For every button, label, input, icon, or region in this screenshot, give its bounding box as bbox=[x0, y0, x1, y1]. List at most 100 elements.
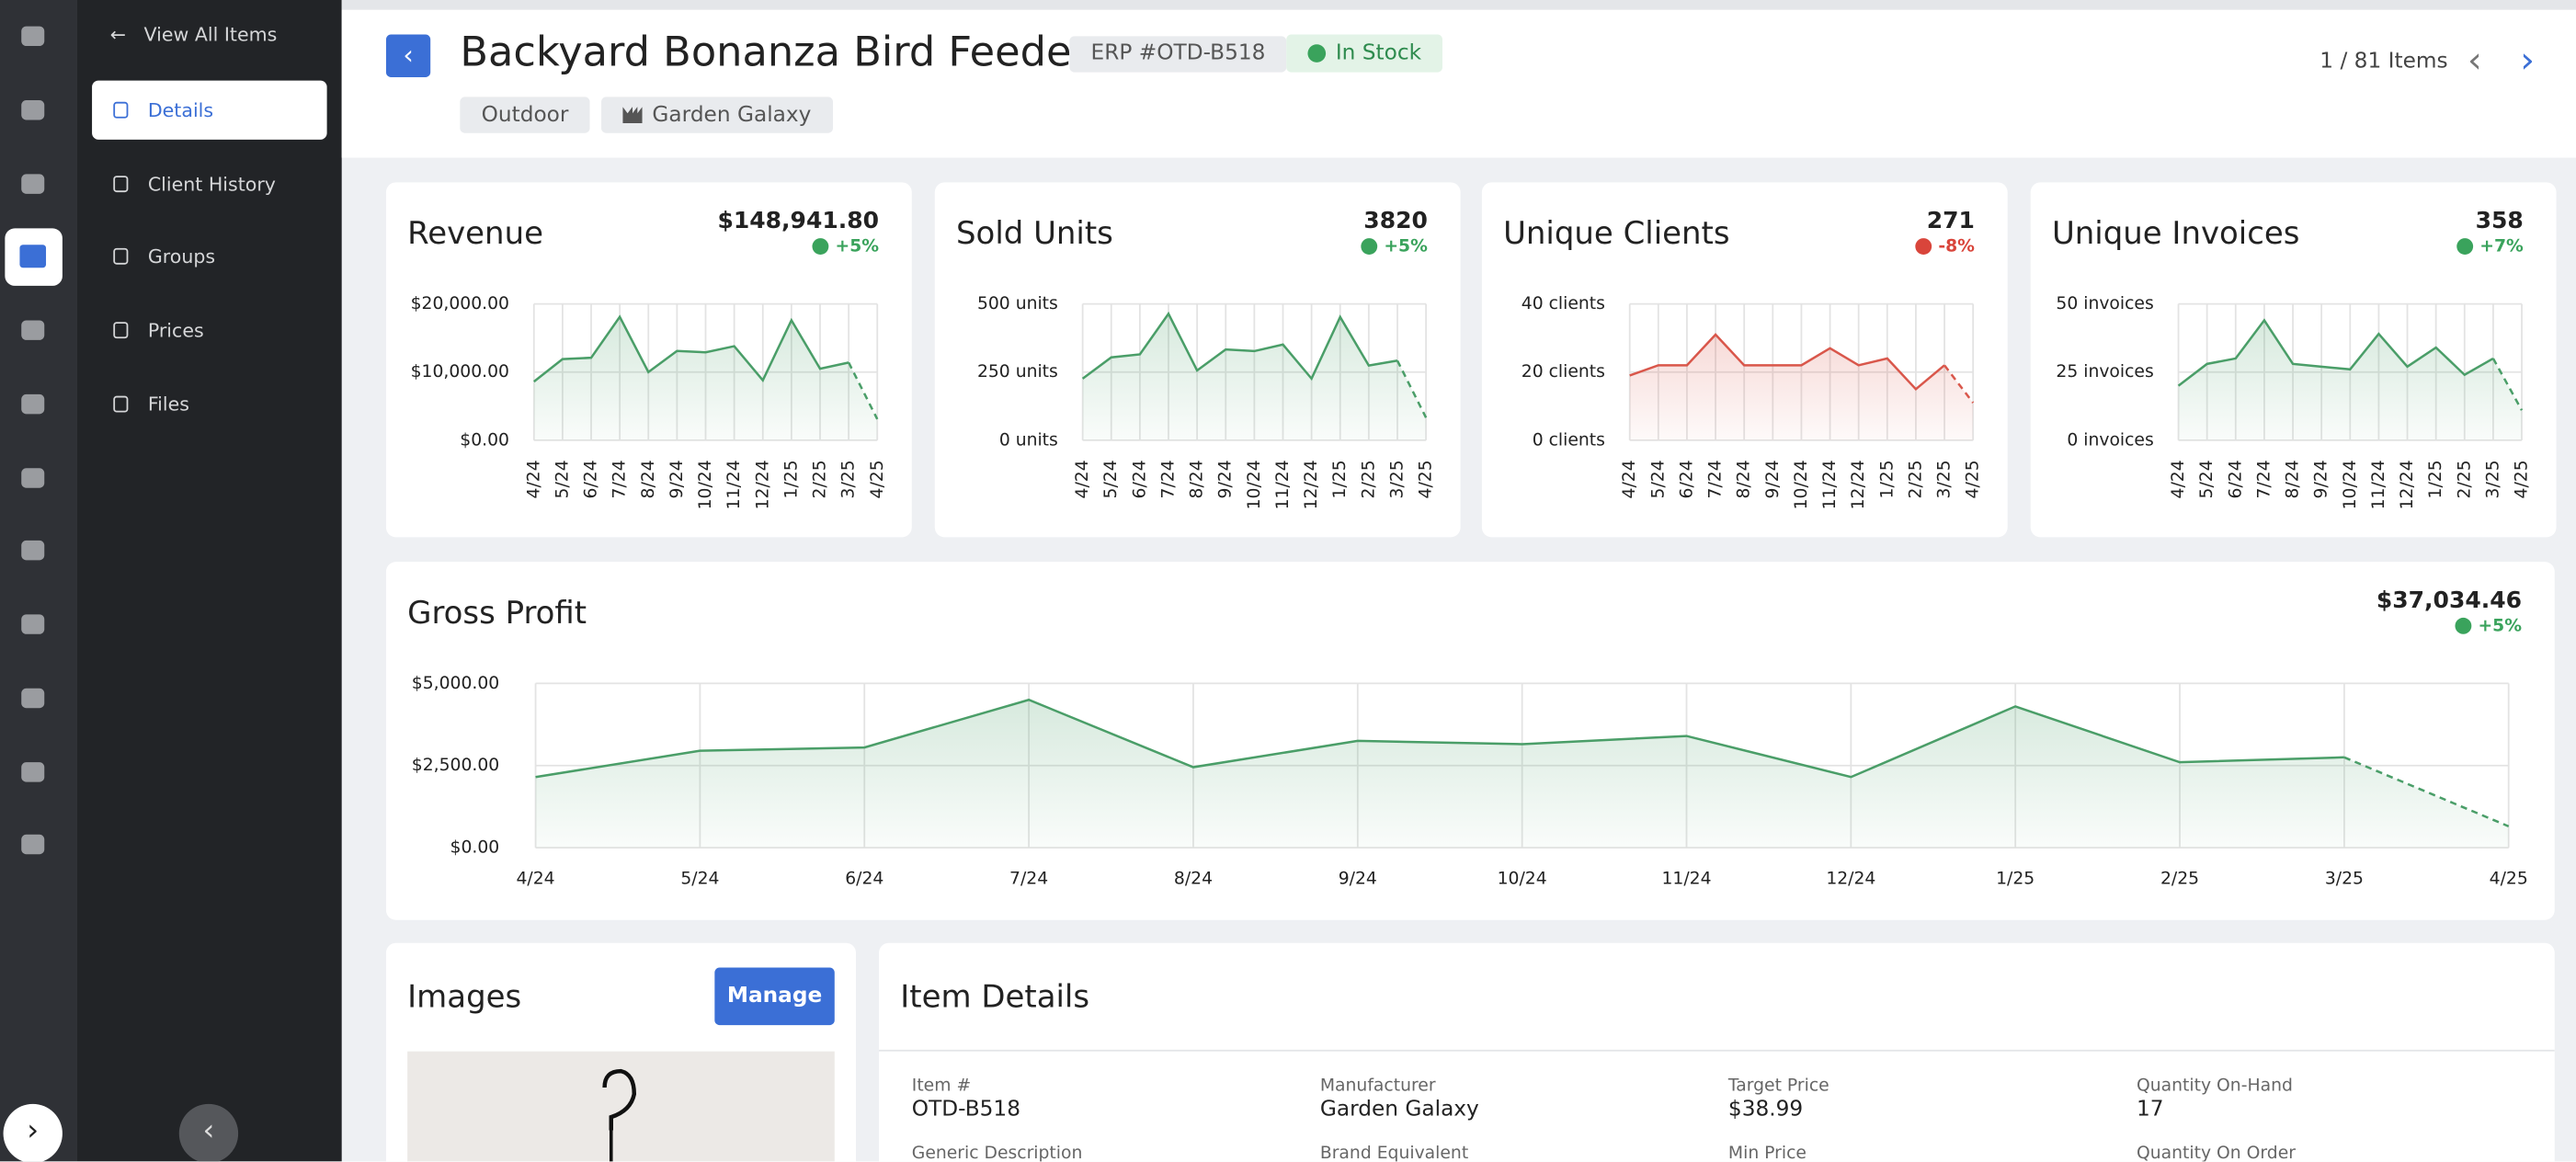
rail-icon[interactable] bbox=[21, 834, 45, 855]
chart-total: 3820 bbox=[1363, 207, 1428, 234]
area bbox=[535, 700, 2509, 849]
rail-icon[interactable] bbox=[21, 762, 45, 782]
x-tick-label: 3/25 bbox=[1935, 460, 1955, 498]
area bbox=[2178, 320, 2523, 440]
x-tick-label: 4/24 bbox=[2169, 460, 2188, 498]
x-tick-label: 2/25 bbox=[2455, 460, 2474, 498]
y-tick-label: $20,000.00 bbox=[411, 294, 509, 313]
field-value: OTD-B518 bbox=[911, 1097, 1020, 1122]
x-tick-label: 7/24 bbox=[2254, 460, 2274, 498]
status-dot bbox=[1307, 44, 1327, 63]
chart-change: +5% bbox=[835, 237, 879, 256]
x-tick-label: 2/25 bbox=[1359, 460, 1378, 498]
x-tick-label: 9/24 bbox=[1339, 870, 1377, 889]
x-tick-label: 6/24 bbox=[1130, 460, 1149, 498]
x-tick-label: 6/24 bbox=[2226, 460, 2245, 498]
rail-icon[interactable] bbox=[21, 540, 45, 561]
icon bbox=[19, 245, 47, 268]
nav-item[interactable]: Prices bbox=[92, 301, 327, 359]
y-tick-label: $0.00 bbox=[460, 430, 509, 450]
x-tick-label: 8/24 bbox=[1735, 460, 1754, 498]
rail-icon[interactable] bbox=[21, 688, 45, 709]
pager: 1 / 81 Items bbox=[2320, 49, 2448, 74]
manage-button[interactable]: Manage bbox=[714, 967, 835, 1026]
x-tick-label: 3/25 bbox=[2483, 460, 2502, 498]
x-tick-label: 12/24 bbox=[753, 460, 772, 509]
x-tick-label: 2/25 bbox=[1906, 460, 1925, 498]
x-tick-label: 3/25 bbox=[1387, 460, 1407, 498]
status-text: In Stock bbox=[1335, 40, 1422, 66]
field-label: Brand Equivalent bbox=[1319, 1143, 1469, 1162]
rail-icon[interactable] bbox=[21, 393, 45, 415]
rail-icon[interactable] bbox=[21, 26, 45, 47]
x-tick-label: 5/24 bbox=[2197, 460, 2217, 498]
area bbox=[1629, 334, 1974, 440]
x-tick-label: 4/25 bbox=[1417, 460, 1436, 498]
x-tick-label: 1/25 bbox=[1996, 870, 2035, 889]
y-tick-label: 0 units bbox=[999, 430, 1058, 450]
x-tick-label: 1/25 bbox=[2426, 460, 2445, 498]
field-value: $38.99 bbox=[1727, 1097, 1804, 1122]
chart-title: Gross Profit bbox=[407, 595, 587, 632]
field-label: Item # bbox=[911, 1076, 972, 1096]
collapse-button[interactable]: ‹ bbox=[178, 1103, 239, 1162]
x-tick-label: 8/24 bbox=[639, 460, 658, 498]
back-link[interactable]: ← View All Items bbox=[109, 23, 278, 47]
images-title: Images bbox=[407, 979, 522, 1016]
y-tick-label: 250 units bbox=[977, 362, 1058, 382]
prev-button[interactable]: ‹ bbox=[2468, 40, 2482, 83]
x-tick-label: 5/24 bbox=[1648, 460, 1668, 498]
expand-button[interactable]: › bbox=[3, 1103, 63, 1162]
nav-item[interactable]: Files bbox=[92, 374, 327, 433]
chart: Gross Profit $37,034.46 +5% $0.00 $2,500.00 $… bbox=[407, 587, 2528, 889]
field-label: Generic Description bbox=[911, 1143, 1083, 1162]
x-tick-label: 12/24 bbox=[1849, 460, 1868, 509]
x-tick-label: 9/24 bbox=[667, 460, 687, 498]
hook-icon bbox=[602, 1068, 637, 1162]
change-icon bbox=[1915, 238, 1932, 255]
back-button[interactable]: ‹ bbox=[385, 34, 431, 77]
x-tick-label: 10/24 bbox=[1792, 460, 1811, 509]
field-label: Min Price bbox=[1727, 1143, 1807, 1162]
nav-item[interactable]: Client History bbox=[92, 154, 327, 212]
change-icon bbox=[812, 238, 829, 255]
next-button[interactable]: › bbox=[2520, 40, 2535, 83]
image-placeholder bbox=[407, 1051, 835, 1162]
x-tick-label: 4/25 bbox=[868, 460, 887, 498]
x-tick-label: 8/24 bbox=[2284, 460, 2303, 498]
chart: Revenue $148,941.80 +5% $0.00 $10,000.00 $20,… bbox=[407, 207, 887, 509]
rail-icon[interactable] bbox=[21, 614, 45, 634]
back-text: View All Items bbox=[143, 23, 278, 47]
nav-label: Client History bbox=[147, 172, 276, 196]
y-tick-label: $0.00 bbox=[450, 838, 500, 858]
y-tick-label: 50 invoices bbox=[2056, 294, 2153, 313]
field-label: Quantity On-Hand bbox=[2136, 1076, 2293, 1096]
tag: Outdoor bbox=[460, 97, 590, 133]
y-tick-label: 25 invoices bbox=[2056, 362, 2153, 382]
x-tick-label: 4/25 bbox=[1964, 460, 1983, 498]
rail-icon[interactable] bbox=[21, 174, 45, 194]
tag: Garden Galaxy bbox=[601, 97, 833, 133]
x-tick-label: 2/25 bbox=[811, 460, 830, 498]
chart-title: Unique Clients bbox=[1503, 215, 1729, 252]
x-tick-label: 1/25 bbox=[781, 460, 801, 498]
divider bbox=[879, 1049, 2555, 1052]
x-tick-label: 1/25 bbox=[1877, 460, 1897, 498]
x-tick-label: 1/25 bbox=[1330, 460, 1350, 498]
field-value: 17 bbox=[2136, 1097, 2164, 1122]
line bbox=[532, 314, 849, 383]
rail-icon[interactable] bbox=[21, 320, 45, 340]
nav-item[interactable]: Groups bbox=[92, 227, 327, 286]
x-tick-label: 4/25 bbox=[2513, 460, 2532, 498]
x-tick-label: 9/24 bbox=[1763, 460, 1783, 498]
rail-icon[interactable] bbox=[21, 100, 45, 120]
x-tick-label: 6/24 bbox=[582, 460, 601, 498]
nav-item[interactable]: Details bbox=[92, 80, 327, 140]
x-tick-label: 11/24 bbox=[724, 460, 744, 509]
chart: Sold Units 3820 +5% 0 units 250 units 500 uni… bbox=[956, 207, 1436, 509]
chart-card: Revenue $148,941.80 +5% $0.00 $10,000.00 $20,… bbox=[385, 182, 912, 538]
y-tick-label: 500 units bbox=[977, 294, 1058, 313]
change-icon bbox=[2456, 238, 2474, 255]
rail-icon[interactable] bbox=[21, 468, 45, 488]
